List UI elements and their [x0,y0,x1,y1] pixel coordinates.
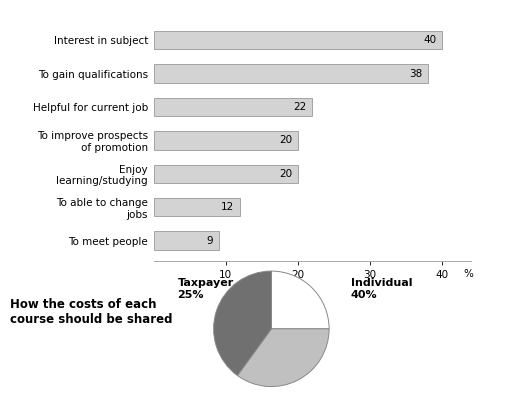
Bar [154,131,298,150]
Wedge shape [238,329,329,387]
Text: Taxpayer
25%: Taxpayer 25% [178,278,234,300]
Bar [154,65,428,83]
Text: 12: 12 [221,202,234,212]
Text: 9: 9 [206,235,213,245]
Text: How the costs of each
course should be shared: How the costs of each course should be s… [10,298,173,326]
Wedge shape [271,271,329,329]
Bar [154,198,240,216]
Bar [154,164,298,183]
Bar [154,31,442,49]
Text: 38: 38 [409,69,422,79]
Bar [154,98,312,116]
Bar [154,231,219,250]
Wedge shape [214,271,271,375]
Text: Individual
40%: Individual 40% [351,278,412,300]
Text: 20: 20 [279,169,292,179]
Text: 20: 20 [279,136,292,145]
Text: 22: 22 [293,102,307,112]
Text: 40: 40 [423,35,436,45]
Text: %: % [464,269,474,279]
